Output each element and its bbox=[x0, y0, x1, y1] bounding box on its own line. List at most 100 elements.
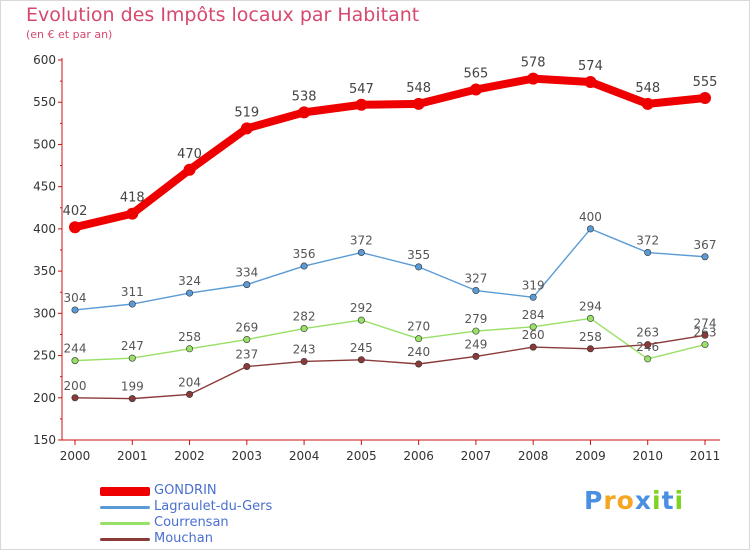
data-label-courrensan: 292 bbox=[350, 301, 373, 315]
series-line-gondrin bbox=[71, 74, 709, 232]
data-point-lagraulet-du-gers bbox=[128, 300, 136, 308]
data-label-mouchan: 258 bbox=[579, 330, 602, 344]
data-point-mouchan bbox=[300, 357, 308, 365]
data-point-courrensan bbox=[701, 341, 709, 349]
data-point-lagraulet-du-gers bbox=[357, 249, 365, 257]
data-point-courrensan bbox=[128, 354, 136, 362]
legend-swatch-gondrin bbox=[100, 487, 150, 496]
data-point-lagraulet-du-gers bbox=[186, 289, 194, 297]
data-label-lagraulet-du-gers: 367 bbox=[694, 238, 717, 252]
y-tick-label: 250 bbox=[33, 349, 56, 363]
data-point-lagraulet-du-gers bbox=[300, 262, 308, 270]
y-tick-label: 200 bbox=[33, 391, 56, 405]
data-point-mouchan bbox=[644, 341, 652, 349]
legend-swatch-mouchan bbox=[100, 538, 150, 541]
data-label-lagraulet-du-gers: 355 bbox=[407, 248, 430, 262]
data-label-gondrin: 548 bbox=[406, 81, 431, 96]
data-label-courrensan: 247 bbox=[121, 339, 144, 353]
data-label-lagraulet-du-gers: 372 bbox=[350, 234, 373, 248]
y-tick-label: 600 bbox=[33, 53, 56, 67]
data-point-lagraulet-du-gers bbox=[644, 249, 652, 257]
x-tick-label: 2003 bbox=[232, 449, 263, 463]
data-label-mouchan: 199 bbox=[121, 380, 144, 394]
data-point-gondrin bbox=[69, 221, 81, 234]
data-point-mouchan bbox=[357, 356, 365, 364]
data-label-mouchan: 200 bbox=[64, 379, 87, 393]
data-point-lagraulet-du-gers bbox=[71, 306, 79, 314]
legend-swatch-lagraulet bbox=[100, 506, 150, 509]
data-label-gondrin: 565 bbox=[463, 67, 488, 82]
series-line-courrensan bbox=[74, 317, 706, 362]
logo-letter: t bbox=[661, 486, 675, 515]
logo-letter: r bbox=[603, 486, 617, 515]
data-label-mouchan: 245 bbox=[350, 341, 373, 355]
data-label-lagraulet-du-gers: 356 bbox=[293, 247, 316, 261]
logo-letter: i bbox=[674, 486, 685, 515]
data-label-lagraulet-du-gers: 324 bbox=[178, 274, 201, 288]
data-point-courrensan bbox=[357, 316, 365, 324]
y-tick-label: 450 bbox=[33, 180, 56, 194]
data-label-lagraulet-du-gers: 327 bbox=[464, 272, 487, 286]
data-label-mouchan: 260 bbox=[522, 328, 545, 342]
x-tick-label: 2008 bbox=[518, 449, 549, 463]
data-point-gondrin bbox=[240, 122, 253, 135]
data-point-gondrin bbox=[584, 75, 597, 88]
y-tick-label: 500 bbox=[33, 137, 56, 151]
line-chart: 150 200 250 300 350 400 450 500 550 600 2000 2001 20… bbox=[33, 53, 720, 463]
data-point-mouchan bbox=[586, 345, 594, 353]
y-tick-label: 300 bbox=[33, 306, 56, 320]
logo-letter: P bbox=[584, 486, 604, 515]
data-label-courrensan: 282 bbox=[293, 310, 316, 324]
data-point-lagraulet-du-gers bbox=[586, 225, 594, 233]
x-tick-label: 2004 bbox=[289, 449, 320, 463]
data-label-mouchan: 249 bbox=[464, 337, 487, 351]
data-point-courrensan bbox=[472, 327, 480, 335]
data-label-gondrin: 574 bbox=[578, 59, 603, 74]
data-point-courrensan bbox=[586, 314, 594, 322]
data-point-mouchan bbox=[472, 352, 480, 360]
data-label-courrensan: 269 bbox=[235, 321, 258, 335]
data-point-lagraulet-du-gers bbox=[243, 281, 251, 289]
x-tick-label: 2002 bbox=[174, 449, 205, 463]
data-point-gondrin bbox=[412, 97, 425, 110]
data-point-gondrin bbox=[126, 207, 139, 220]
x-tick-label: 2006 bbox=[403, 449, 434, 463]
y-tick-label: 350 bbox=[33, 264, 56, 278]
x-tick-label: 2009 bbox=[575, 449, 606, 463]
logo-letter: x bbox=[634, 486, 652, 515]
data-label-mouchan: 274 bbox=[694, 316, 717, 330]
data-point-lagraulet-du-gers bbox=[472, 287, 480, 295]
data-point-courrensan bbox=[529, 323, 537, 331]
series-line-mouchan bbox=[74, 334, 706, 400]
data-label-gondrin: 418 bbox=[120, 191, 145, 206]
legend-label-mouchan: Mouchan bbox=[154, 531, 214, 546]
data-point-courrensan bbox=[186, 345, 194, 353]
data-point-lagraulet-du-gers bbox=[529, 293, 537, 301]
data-label-lagraulet-du-gers: 334 bbox=[235, 266, 258, 280]
data-label-mouchan: 243 bbox=[293, 342, 316, 356]
legend-label-gondrin: GONDRIN bbox=[154, 483, 217, 498]
data-label-lagraulet-du-gers: 304 bbox=[64, 291, 87, 305]
legend-label-courrensan: Courrensan bbox=[154, 515, 229, 530]
data-point-mouchan bbox=[529, 343, 537, 351]
data-label-mouchan: 237 bbox=[235, 348, 258, 362]
logo-letter: i bbox=[652, 486, 662, 515]
data-label-courrensan: 258 bbox=[178, 330, 201, 344]
data-label-mouchan: 240 bbox=[407, 345, 430, 359]
data-label-gondrin: 402 bbox=[63, 204, 88, 219]
data-point-gondrin bbox=[298, 106, 311, 119]
y-tick-label: 150 bbox=[33, 433, 56, 447]
data-label-lagraulet-du-gers: 319 bbox=[522, 278, 545, 292]
data-point-courrensan bbox=[300, 325, 308, 333]
chart-title: Evolution des Impôts locaux par Habitant bbox=[26, 4, 420, 26]
data-label-gondrin: 547 bbox=[349, 82, 374, 97]
data-point-gondrin bbox=[527, 72, 540, 85]
x-tick-label: 2000 bbox=[60, 449, 91, 463]
data-point-gondrin bbox=[699, 92, 711, 104]
x-tick-label: 2001 bbox=[117, 449, 148, 463]
data-label-gondrin: 538 bbox=[292, 89, 317, 104]
data-point-mouchan bbox=[243, 363, 251, 371]
data-label-lagraulet-du-gers: 372 bbox=[636, 234, 659, 248]
data-point-mouchan bbox=[71, 394, 79, 402]
data-point-mouchan bbox=[186, 390, 194, 398]
